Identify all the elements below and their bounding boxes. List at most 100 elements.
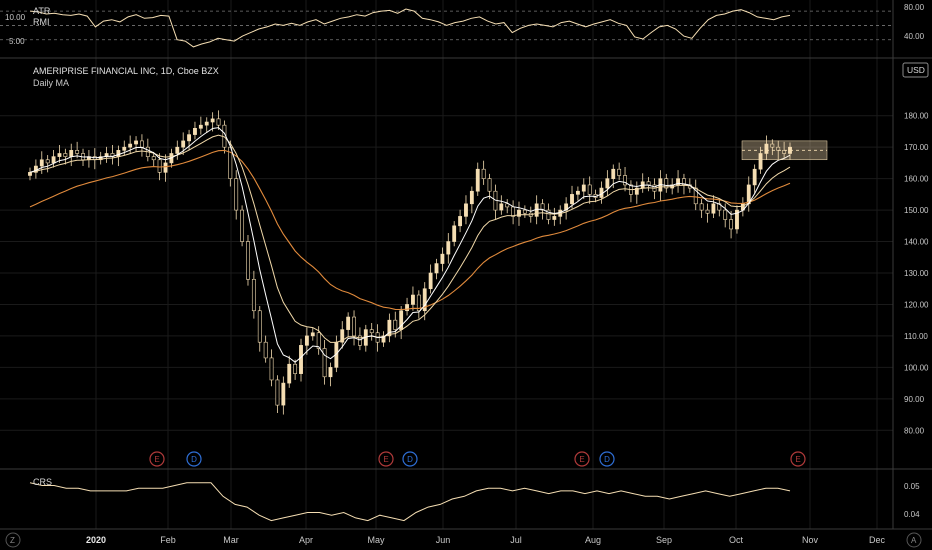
candle-body: [517, 209, 521, 217]
candle-body: [116, 150, 121, 157]
time-axis-label: Jul: [510, 535, 522, 545]
candle-body: [181, 140, 186, 148]
candle-body: [464, 203, 468, 217]
rmi-line: [29, 8, 791, 48]
candle-body: [723, 209, 728, 220]
candle-body: [299, 345, 303, 374]
candle-body: [611, 168, 616, 179]
rmi-tick-label: 40.00: [904, 32, 925, 41]
candle-body: [735, 209, 739, 230]
candle-body: [346, 316, 351, 330]
bottom-indicator-panel: CRS 0.05 0.04: [29, 477, 920, 522]
candle-body: [405, 304, 409, 312]
candle-body: [440, 253, 445, 264]
price-tick-label: 180.00: [904, 112, 929, 121]
candle-body: [269, 357, 274, 381]
candle-body: [193, 128, 197, 135]
atr-tick-label: 10.00: [5, 13, 26, 22]
time-axis-label: Dec: [869, 535, 886, 545]
candle-body: [322, 348, 327, 378]
candle-body: [764, 143, 769, 154]
candle-body: [122, 146, 127, 151]
dividend-marker[interactable]: [186, 451, 202, 467]
candle-body: [28, 172, 32, 176]
candle-body: [699, 203, 704, 211]
candle-body: [51, 156, 56, 164]
candle-body: [263, 341, 268, 359]
candle-body: [446, 241, 451, 255]
dividend-marker[interactable]: [402, 451, 418, 467]
candle-body: [39, 159, 44, 167]
time-axis-label: Oct: [729, 535, 744, 545]
ma-mid-line: [29, 134, 791, 343]
candle-body: [469, 190, 474, 205]
time-axis-label: Nov: [802, 535, 819, 545]
candle-body: [310, 332, 315, 337]
earnings-marker[interactable]: [149, 451, 165, 467]
candle-body: [75, 150, 80, 154]
candle-body: [98, 156, 103, 161]
candle-body: [163, 162, 168, 173]
event-marker-label: D: [407, 455, 413, 464]
event-marker-label: E: [383, 455, 388, 464]
candle-body: [57, 153, 62, 157]
time-axis-label: Mar: [223, 535, 239, 545]
earnings-marker[interactable]: [790, 451, 806, 467]
candle-body: [134, 140, 138, 145]
price-tick-label: 160.00: [904, 175, 929, 184]
event-marker-label: D: [604, 455, 610, 464]
candle-body: [575, 190, 580, 195]
candle-body: [275, 379, 280, 406]
candle-body: [328, 367, 333, 378]
price-tick-label: 110.00: [904, 332, 928, 341]
candle-body: [411, 294, 415, 305]
candle-body: [552, 216, 557, 220]
earnings-marker[interactable]: [574, 451, 590, 467]
candle-body: [705, 209, 710, 214]
candle-body: [646, 181, 651, 186]
candle-body: [540, 203, 545, 211]
time-axis-labels: 2020 Feb Mar Apr May Jun Jul Aug Sep Oct Nov Dec: [86, 535, 886, 545]
candle-body: [140, 140, 144, 148]
currency-badge[interactable]: [902, 62, 929, 78]
dividend-marker[interactable]: [599, 451, 615, 467]
candle-body: [387, 319, 392, 337]
candle-body: [234, 178, 239, 211]
top-indicator-panel: ATR RMI 10.00 5.00 80.00 40.00: [0, 3, 925, 48]
candle-body: [581, 184, 586, 192]
auto-scale-button[interactable]: [906, 532, 922, 548]
event-marker-label: E: [154, 455, 159, 464]
time-axis-label: Jun: [436, 535, 451, 545]
crs-tick-label: 0.05: [904, 482, 920, 491]
symbol-title: AMERIPRISE FINANCIAL INC, 1D, Cboe BZX: [33, 66, 219, 76]
candle-body: [711, 203, 716, 214]
event-marker-label: E: [579, 455, 584, 464]
price-tick-label: 140.00: [904, 238, 929, 247]
candle-body: [428, 272, 433, 290]
candle-body: [157, 159, 162, 173]
grid-lines: [0, 0, 893, 529]
zoom-button[interactable]: [5, 532, 21, 548]
event-marker-label: E: [795, 455, 800, 464]
time-axis-label: 2020: [86, 535, 106, 545]
earnings-marker[interactable]: [378, 451, 394, 467]
price-tick-label: 150.00: [904, 206, 929, 215]
candle-body: [475, 168, 480, 192]
candle-body: [246, 241, 250, 280]
candle-body: [151, 156, 156, 161]
time-axis-label: May: [367, 535, 385, 545]
time-axis-label: Apr: [299, 535, 313, 545]
auto-scale-button-label: A: [911, 536, 917, 545]
price-tick-label: 90.00: [904, 395, 925, 404]
candle-body: [416, 294, 421, 312]
crs-tick-label: 0.04: [904, 510, 920, 519]
candle-body: [634, 187, 639, 195]
candle-body: [175, 146, 180, 154]
ma-slow-line: [29, 149, 791, 311]
candle-body: [511, 206, 516, 217]
candle-body: [251, 278, 256, 312]
currency-badge-label: USD: [907, 65, 925, 75]
